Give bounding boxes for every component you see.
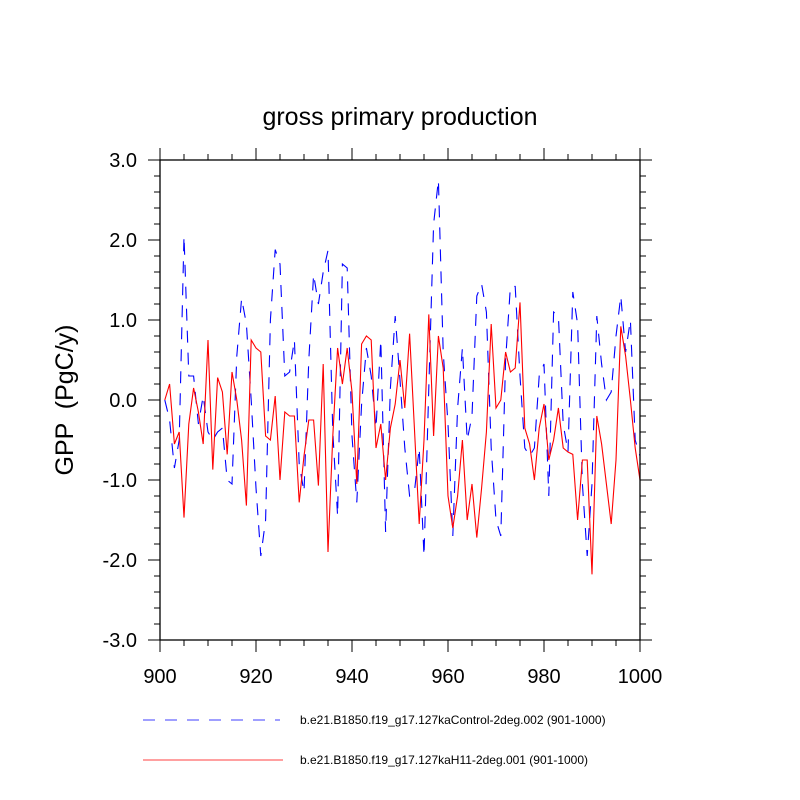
y-axis-label: GPP (PgC/y) [51, 325, 79, 476]
series-lines [164, 179, 641, 575]
legend: b.e21.B1850.f19_g17.127kaControl-2deg.00… [143, 713, 606, 767]
legend-label-h11: b.e21.B1850.f19_g17.127kaH11-2deg.001 (9… [300, 753, 588, 767]
y-tick-label: 1.0 [109, 310, 137, 332]
series-line-h11 [164, 302, 641, 575]
x-tick-label: 1000 [618, 666, 663, 688]
x-tick-label: 960 [431, 666, 464, 688]
x-tick-label: 900 [143, 666, 176, 688]
y-tick-label: -1.0 [103, 470, 137, 492]
x-tick-label: 980 [527, 666, 560, 688]
y-tick-label: 0.0 [109, 390, 137, 412]
y-tick-label: -2.0 [103, 550, 137, 572]
plot-frame [159, 159, 641, 641]
chart-title: gross primary production [262, 103, 537, 131]
y-tick-label: 2.0 [109, 230, 137, 252]
legend-label-control: b.e21.B1850.f19_g17.127kaControl-2deg.00… [300, 713, 606, 727]
y-tick-label: -3.0 [103, 630, 137, 652]
y-tick-label: 3.0 [109, 150, 137, 172]
series-line-control [164, 179, 641, 557]
axis-ticks: 900 920 940 960 980 1000 -3.0 -2.0 -1.0 0.0 1.0 2.0… [103, 148, 663, 688]
x-tick-label: 940 [335, 666, 368, 688]
x-tick-label: 920 [239, 666, 272, 688]
